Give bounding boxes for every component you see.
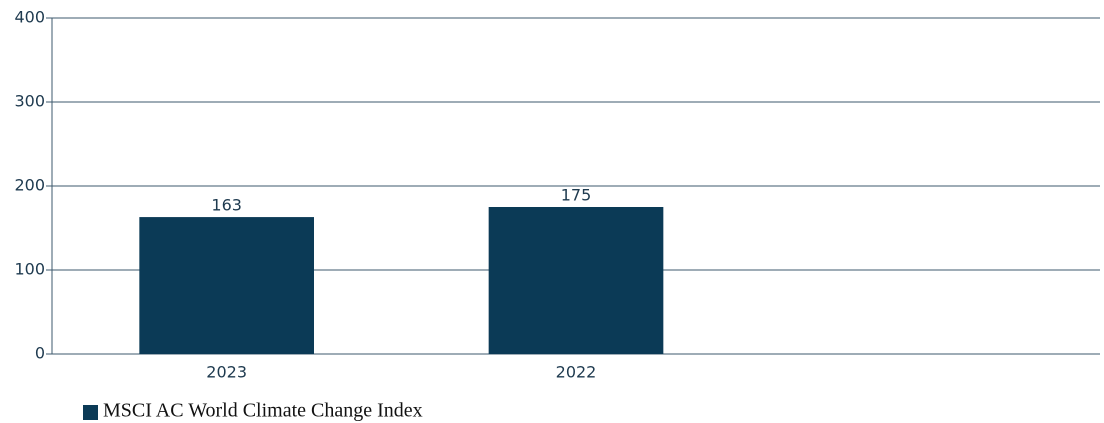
y-tick-label: 400: [14, 8, 45, 27]
bar: [139, 217, 314, 354]
legend-swatch: [83, 405, 98, 420]
y-tick-label: 200: [14, 176, 45, 195]
bar: [488, 207, 664, 354]
data-label: 163: [211, 196, 242, 215]
legend-text: MSCI AC World Climate Change Index: [103, 400, 423, 422]
x-tick-label: 2022: [556, 363, 597, 382]
y-tick-label: 300: [14, 92, 45, 111]
data-label: 175: [561, 186, 592, 205]
x-tick-label: 2023: [206, 363, 247, 382]
y-tick-label: 100: [14, 260, 45, 279]
y-tick-label: 0: [35, 344, 45, 363]
